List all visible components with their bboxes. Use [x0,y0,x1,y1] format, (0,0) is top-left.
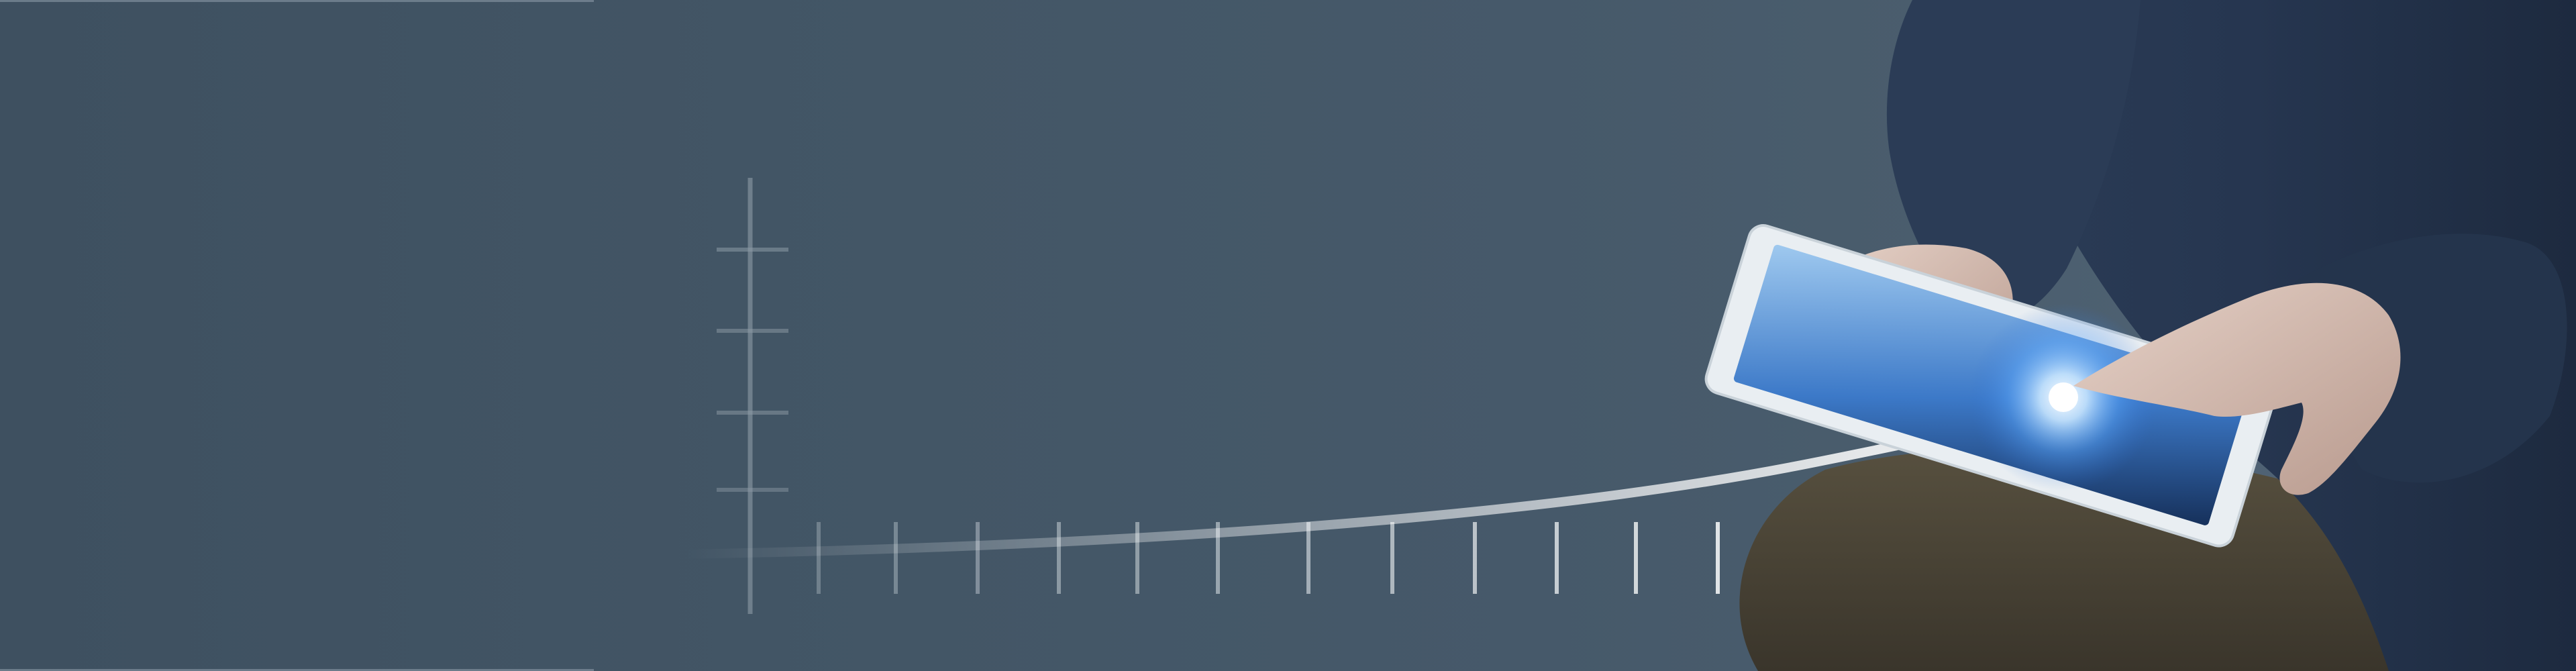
top-edge-line [0,0,594,2]
left-sleeve [1886,0,2141,325]
right-hand [2073,282,2401,495]
bottom-edge-line [0,669,594,671]
touch-glow-core [2049,382,2078,412]
person-figure [1704,0,2576,671]
x-ticks [817,520,1809,594]
trousers [1739,448,2442,671]
